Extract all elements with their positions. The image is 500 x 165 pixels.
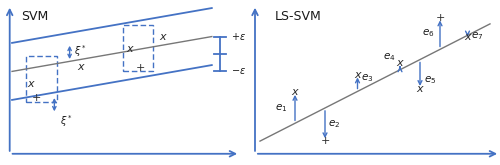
Text: $-\varepsilon$: $-\varepsilon$ [230, 66, 246, 76]
Text: LS-SVM: LS-SVM [275, 10, 322, 23]
Text: $e_5$: $e_5$ [424, 75, 436, 86]
Text: +: + [136, 63, 145, 73]
Text: x: x [396, 58, 404, 68]
Text: $\xi^*$: $\xi^*$ [60, 113, 73, 129]
Text: $e_3$: $e_3$ [361, 72, 373, 84]
Text: x: x [28, 79, 34, 89]
Text: $e_1$: $e_1$ [275, 102, 287, 114]
Bar [122, 25, 153, 71]
Text: $e_6$: $e_6$ [422, 28, 434, 39]
Text: $+\varepsilon$: $+\varepsilon$ [230, 31, 246, 42]
Text: $e_7$: $e_7$ [471, 30, 483, 42]
Text: $e_4$: $e_4$ [383, 51, 396, 63]
Text: +: + [436, 13, 444, 23]
Text: x: x [416, 84, 424, 94]
Text: +: + [32, 93, 42, 103]
Bar [26, 56, 56, 101]
Text: x: x [292, 87, 298, 97]
Text: x: x [77, 62, 84, 72]
Text: SVM: SVM [22, 10, 48, 23]
Text: x: x [464, 32, 471, 42]
Text: +: + [320, 136, 330, 146]
Text: $\xi^*$: $\xi^*$ [74, 44, 87, 60]
Text: x: x [126, 44, 133, 54]
Text: x: x [159, 32, 166, 42]
Text: x: x [354, 70, 361, 80]
Text: $e_2$: $e_2$ [328, 119, 340, 131]
